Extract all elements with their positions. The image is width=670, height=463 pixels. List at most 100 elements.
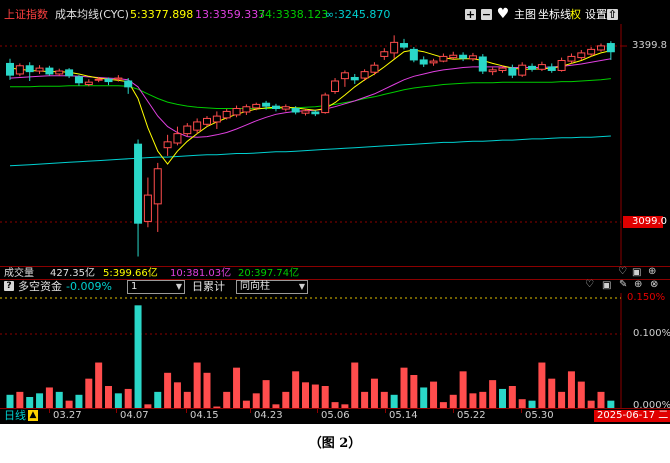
flow-bar xyxy=(154,391,162,408)
date-tick-label: 04.07 xyxy=(120,410,149,421)
candle xyxy=(114,75,123,82)
window-icon[interactable]: ▣ xyxy=(602,280,612,291)
flow-bar xyxy=(489,380,497,408)
pencil-icon[interactable]: ✎ xyxy=(619,279,628,290)
candle xyxy=(25,62,34,81)
flow-bar xyxy=(479,391,487,408)
candle xyxy=(55,68,64,76)
main-chart-button[interactable]: 主图 xyxy=(514,8,536,21)
candle xyxy=(45,65,54,76)
heart-outline-icon[interactable]: ♡ xyxy=(618,266,627,277)
heart-icon[interactable]: ♥ xyxy=(496,6,510,22)
candle xyxy=(35,65,44,74)
candle xyxy=(321,92,330,114)
candle xyxy=(597,43,605,52)
ma34-value: 34:3338.123 xyxy=(258,8,329,21)
flow-bar xyxy=(430,381,438,408)
candle xyxy=(419,56,428,67)
indicator-name: 成本均线(CYC) xyxy=(55,8,129,21)
divider xyxy=(0,279,670,280)
flow-bar xyxy=(292,371,300,408)
date-tick-label: 05.06 xyxy=(321,410,350,421)
current-date-tag: 2025-06-17 二 xyxy=(594,410,670,422)
candle xyxy=(370,62,379,76)
flow-bar xyxy=(242,400,250,408)
candle xyxy=(203,116,211,127)
date-tick-mark xyxy=(116,409,117,413)
current-price-tag: 3099.0 xyxy=(623,216,667,228)
expand-icon[interactable]: ⇧ xyxy=(607,8,618,21)
flow-bar xyxy=(16,391,24,408)
candle xyxy=(468,52,477,62)
accum-label: 日累计 xyxy=(192,280,225,293)
close-icon[interactable]: ⊗ xyxy=(650,279,659,290)
candle xyxy=(350,73,359,84)
candle xyxy=(301,109,310,116)
mode-select-value: 同向柱 xyxy=(240,281,270,292)
ma-inf-value: ∞:3245.870 xyxy=(325,8,391,21)
flow-bar xyxy=(607,400,615,408)
flow-bar xyxy=(508,386,516,408)
settings-button[interactable]: 设置 xyxy=(585,8,607,21)
flow-bar xyxy=(518,399,526,408)
coord-line-button[interactable]: 坐标线 xyxy=(538,8,571,21)
flow-bar xyxy=(262,380,270,408)
axis-label-100: 0.100% xyxy=(633,328,670,339)
flow-bar xyxy=(341,404,349,408)
flow-bar xyxy=(439,402,447,408)
period-label[interactable]: 日线 xyxy=(4,409,26,422)
mode-select[interactable]: 同向柱 ▼ xyxy=(236,280,308,294)
candlestick-chart[interactable] xyxy=(0,0,670,270)
date-tick-label: 04.15 xyxy=(190,410,219,421)
help-icon[interactable]: ? xyxy=(4,281,14,291)
add-icon[interactable]: + xyxy=(465,8,476,21)
axis-label-150: 0.150% xyxy=(627,292,666,303)
candle xyxy=(252,102,261,111)
candle xyxy=(291,106,300,115)
candle xyxy=(183,123,192,137)
rights-button[interactable]: 权 xyxy=(570,8,581,21)
candle xyxy=(262,100,271,110)
flow-bar xyxy=(183,391,191,408)
candle xyxy=(232,105,241,118)
period-select[interactable]: 1 ▼ xyxy=(127,280,185,294)
candle xyxy=(449,51,458,60)
flow-bar xyxy=(331,402,339,408)
flow-bar xyxy=(321,386,329,408)
flow-bar xyxy=(410,375,418,408)
zoom-icon[interactable]: ⊕ xyxy=(648,266,657,277)
flow-bar-chart[interactable] xyxy=(0,0,670,408)
date-tick-label: 05.30 xyxy=(525,410,554,421)
flow-bar xyxy=(144,404,152,408)
triangle-up-icon[interactable]: ▲ xyxy=(28,410,38,421)
flow-bar xyxy=(380,391,388,408)
flow-bar xyxy=(45,387,53,408)
index-name: 上证指数 xyxy=(4,8,48,21)
candle xyxy=(390,35,399,59)
heart-outline-icon[interactable]: ♡ xyxy=(585,279,594,290)
zoom-icon[interactable]: ⊕ xyxy=(634,279,643,290)
flow-value: -0.009% xyxy=(66,280,112,293)
chevron-down-icon: ▼ xyxy=(175,282,182,291)
window-icon[interactable]: ▣ xyxy=(632,267,642,278)
flow-bar xyxy=(36,393,44,408)
date-tick-label: 04.23 xyxy=(254,410,283,421)
flow-bar xyxy=(223,391,231,408)
flow-bar xyxy=(577,381,585,408)
volume-ma20: 20:397.74亿 xyxy=(238,268,300,279)
candle xyxy=(212,111,221,129)
candle xyxy=(163,134,172,156)
flow-bar xyxy=(361,391,369,408)
candle xyxy=(143,177,152,228)
minus-icon[interactable]: − xyxy=(481,8,492,21)
candle xyxy=(528,63,537,72)
date-tick-mark xyxy=(521,409,522,413)
flow-bar xyxy=(55,391,63,408)
price-top-label: 3399.8 xyxy=(632,40,667,51)
candle xyxy=(6,58,14,80)
flow-bar xyxy=(459,371,467,408)
flow-bar xyxy=(587,400,595,408)
candle xyxy=(222,109,231,120)
flow-bar xyxy=(6,394,14,408)
flow-bar xyxy=(449,394,457,408)
